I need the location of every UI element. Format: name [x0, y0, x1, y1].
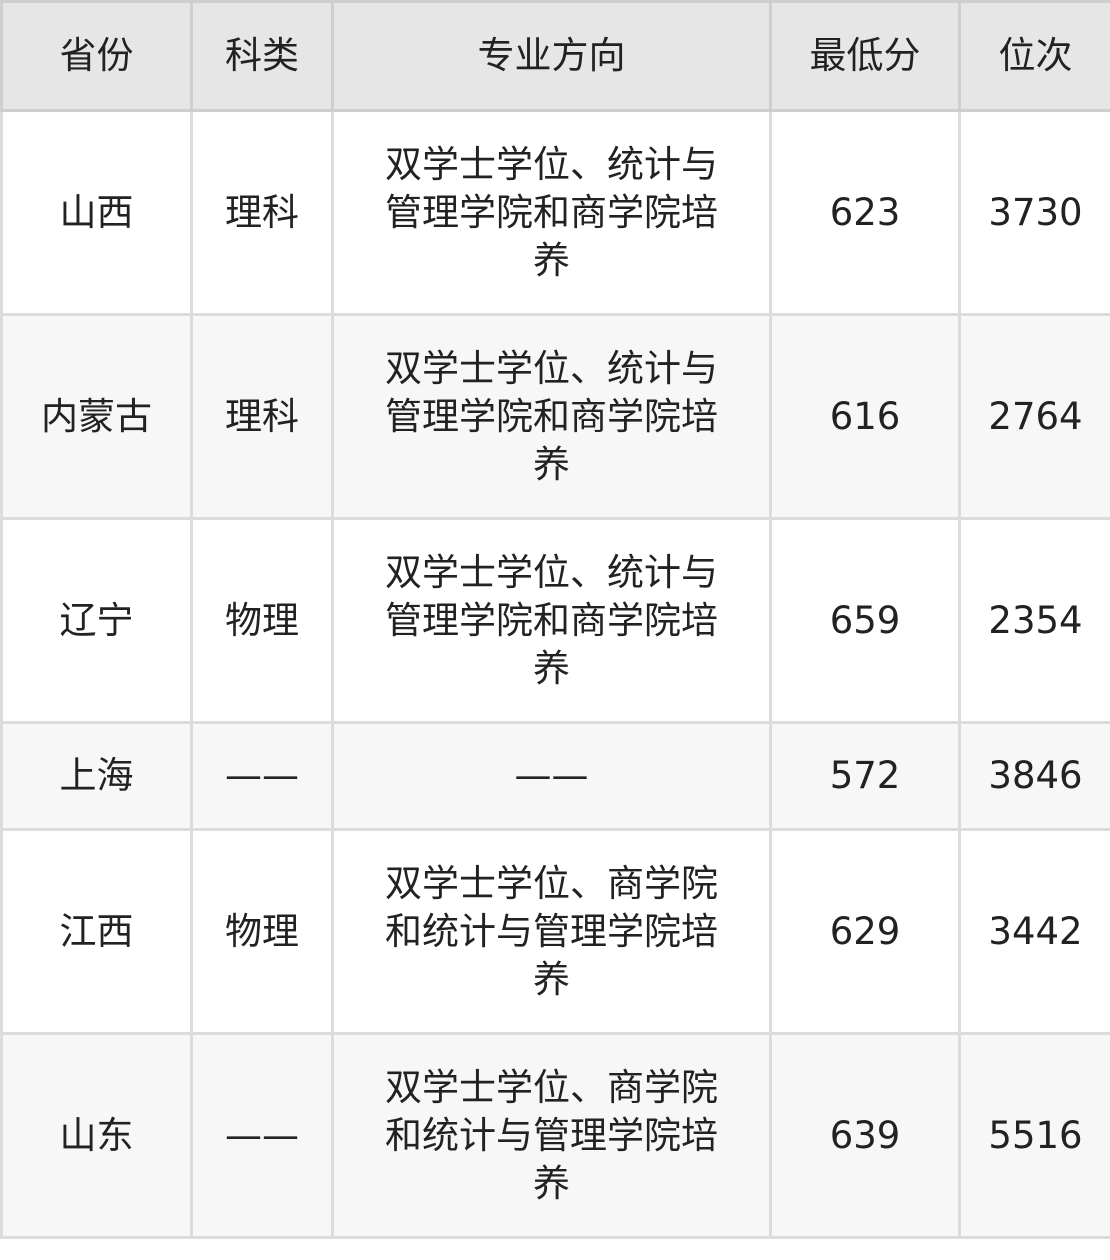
table-row: 山西 理科 双学士学位、统计与管理学院和商学院培养 623 3730 — [0, 109, 1110, 316]
major-cell: —— — [331, 721, 772, 831]
header-province: 省份 — [0, 0, 193, 112]
province-cell: 山东 — [0, 1032, 193, 1239]
header-rank: 位次 — [958, 0, 1110, 112]
province-cell: 山西 — [0, 109, 193, 316]
rank-cell: 5516 — [958, 1032, 1110, 1239]
min-score-cell: 572 — [769, 721, 961, 831]
header-category: 科类 — [190, 0, 334, 112]
min-score-cell: 639 — [769, 1032, 961, 1239]
category-cell: —— — [190, 1032, 334, 1239]
rank-cell: 2764 — [958, 313, 1110, 520]
major-cell: 双学士学位、统计与管理学院和商学院培养 — [331, 517, 772, 724]
major-cell: 双学士学位、商学院和统计与管理学院培养 — [331, 828, 772, 1035]
min-score-cell: 629 — [769, 828, 961, 1035]
min-score-cell: 623 — [769, 109, 961, 316]
table-row: 上海 —— —— 572 3846 — [0, 721, 1110, 831]
table-row: 辽宁 物理 双学士学位、统计与管理学院和商学院培养 659 2354 — [0, 517, 1110, 724]
table-header-row: 省份 科类 专业方向 最低分 位次 — [0, 0, 1110, 112]
category-cell: 理科 — [190, 109, 334, 316]
major-cell: 双学士学位、统计与管理学院和商学院培养 — [331, 313, 772, 520]
header-min-score: 最低分 — [769, 0, 961, 112]
category-cell: —— — [190, 721, 334, 831]
category-cell: 物理 — [190, 517, 334, 724]
category-cell: 物理 — [190, 828, 334, 1035]
header-major: 专业方向 — [331, 0, 772, 112]
category-cell: 理科 — [190, 313, 334, 520]
table-row: 内蒙古 理科 双学士学位、统计与管理学院和商学院培养 616 2764 — [0, 313, 1110, 520]
rank-cell: 3846 — [958, 721, 1110, 831]
major-cell: 双学士学位、商学院和统计与管理学院培养 — [331, 1032, 772, 1239]
province-cell: 辽宁 — [0, 517, 193, 724]
table-row: 山东 —— 双学士学位、商学院和统计与管理学院培养 639 5516 — [0, 1032, 1110, 1239]
rank-cell: 2354 — [958, 517, 1110, 724]
province-cell: 内蒙古 — [0, 313, 193, 520]
province-cell: 江西 — [0, 828, 193, 1035]
min-score-cell: 616 — [769, 313, 961, 520]
rank-cell: 3730 — [958, 109, 1110, 316]
table-row: 江西 物理 双学士学位、商学院和统计与管理学院培养 629 3442 — [0, 828, 1110, 1035]
min-score-cell: 659 — [769, 517, 961, 724]
province-cell: 上海 — [0, 721, 193, 831]
major-cell: 双学士学位、统计与管理学院和商学院培养 — [331, 109, 772, 316]
rank-cell: 3442 — [958, 828, 1110, 1035]
